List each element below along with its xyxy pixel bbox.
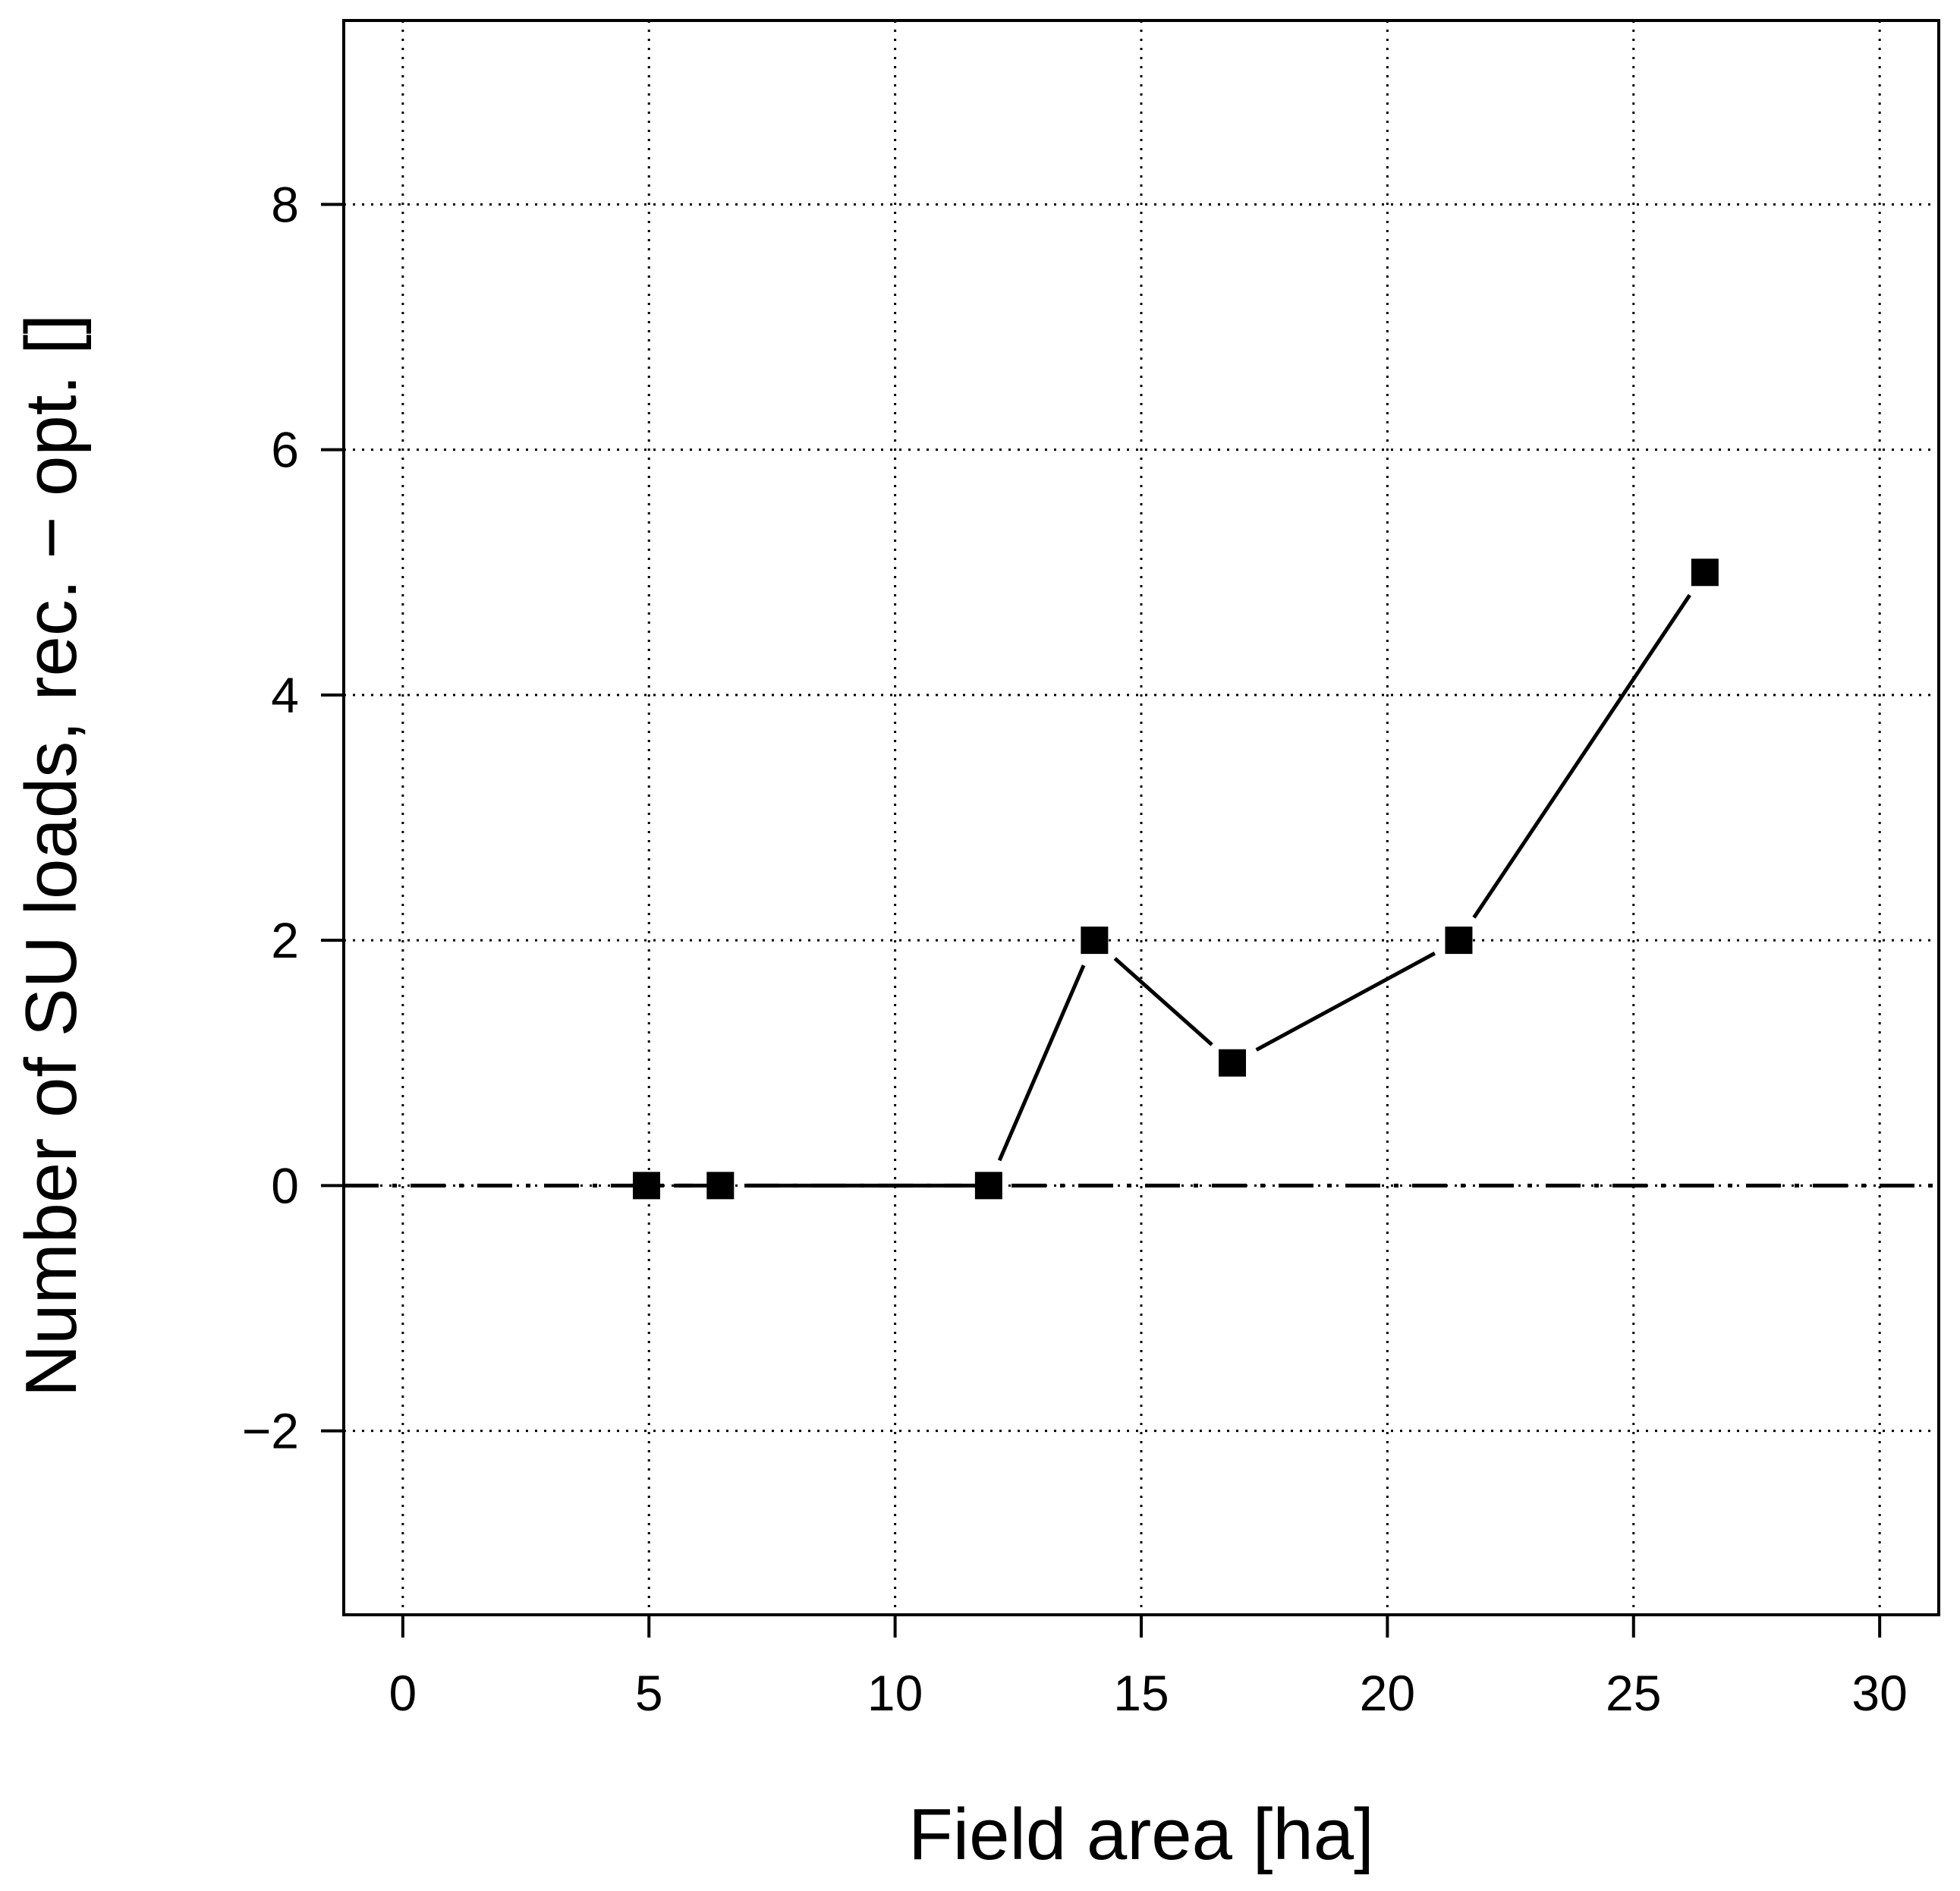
- y-tick-label-1: 0: [271, 1157, 299, 1213]
- data-point-2: [974, 1172, 1002, 1200]
- series-line-segment-2: [997, 964, 1086, 1162]
- series-line-segment-4: [1255, 952, 1436, 1052]
- series-line-segment-5: [1472, 593, 1691, 919]
- grid: [344, 20, 1939, 1615]
- x-tick-label-5: 25: [1606, 1665, 1661, 1721]
- y-tick-label-0: −2: [242, 1403, 299, 1459]
- y-tick-label-5: 8: [271, 176, 299, 232]
- data-point-4: [1219, 1049, 1247, 1077]
- x-axis-title: Field area [ha]: [908, 1794, 1374, 1875]
- x-tick-label-6: 30: [1851, 1665, 1907, 1721]
- x-axis: 0 5 10 15 20 25 30: [389, 1615, 1908, 1721]
- data-point-6: [1691, 558, 1719, 587]
- y-tick-label-3: 4: [271, 667, 299, 723]
- data-point-0: [632, 1172, 660, 1200]
- data-point-1: [706, 1172, 735, 1200]
- x-tick-label-3: 15: [1113, 1665, 1169, 1721]
- data-point-3: [1081, 927, 1109, 955]
- y-tick-label-2: 2: [271, 912, 299, 968]
- x-tick-label-4: 20: [1360, 1665, 1415, 1721]
- series-group: [632, 558, 1719, 1200]
- data-point-5: [1445, 927, 1473, 955]
- x-tick-label-0: 0: [389, 1665, 417, 1721]
- x-tick-label-1: 5: [635, 1665, 663, 1721]
- y-axis: −2 0 2 4 6 8: [242, 176, 344, 1459]
- x-tick-label-2: 10: [867, 1665, 923, 1721]
- y-tick-label-4: 6: [271, 422, 299, 478]
- plot-frame: [342, 19, 1940, 1616]
- series-line-segment-3: [1113, 957, 1213, 1046]
- y-axis-title: Number of SU loads, rec. − opt. []: [11, 314, 92, 1397]
